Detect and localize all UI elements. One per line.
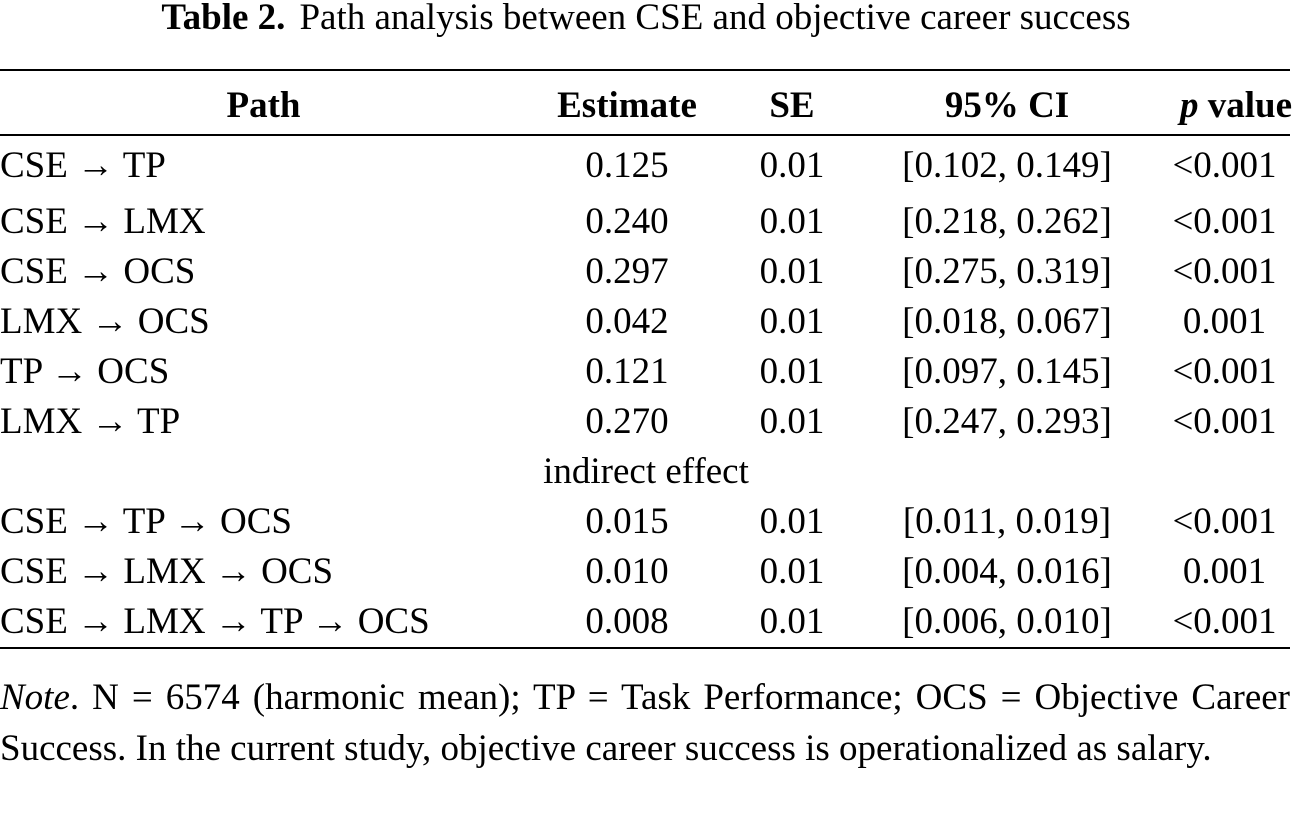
cell-estimate: 0.010 — [585, 551, 669, 592]
cell-path: TP → OCS — [0, 351, 170, 392]
cell-se: 0.01 — [759, 601, 825, 642]
table-caption-title: Path analysis between CSE and objective … — [299, 0, 1131, 38]
table-row: CSE → TP 0.125 0.01 [0.102, 0.149] <0.00… — [0, 135, 1292, 197]
header-p-symbol: p — [1179, 84, 1199, 126]
cell-se: 0.01 — [759, 401, 825, 442]
note-label: Note — [0, 677, 70, 718]
group-row-indirect-effect: indirect effect — [0, 447, 1292, 497]
cell-estimate: 0.121 — [585, 351, 669, 392]
table-caption-label: Table 2. — [161, 0, 286, 38]
path-analysis-table: Path Estimate SE 95% CI p value CSE → TP… — [0, 75, 1292, 647]
table-header-row: Path Estimate SE 95% CI p value — [0, 75, 1292, 135]
cell-ci: [0.004, 0.016] — [902, 551, 1112, 592]
table-caption: Table 2. Path analysis between CSE and ob… — [0, 0, 1292, 36]
cell-se: 0.01 — [759, 501, 825, 542]
cell-ci: [0.218, 0.262] — [902, 201, 1112, 242]
table-row: CSE → OCS 0.297 0.01 [0.275, 0.319] <0.0… — [0, 247, 1292, 297]
group-label: indirect effect — [543, 451, 749, 492]
cell-ci: [0.102, 0.149] — [902, 145, 1112, 186]
cell-p-value: <0.001 — [1172, 145, 1277, 186]
cell-path: LMX → TP — [0, 401, 181, 442]
cell-estimate: 0.240 — [585, 201, 669, 242]
cell-se: 0.01 — [759, 551, 825, 592]
cell-ci: [0.247, 0.293] — [902, 401, 1112, 442]
cell-p-value: <0.001 — [1172, 251, 1277, 292]
cell-estimate: 0.270 — [585, 401, 669, 442]
cell-ci: [0.097, 0.145] — [902, 351, 1112, 392]
cell-p-value: <0.001 — [1172, 501, 1277, 542]
table-row: CSE → LMX → TP → OCS 0.008 0.01 [0.006, … — [0, 597, 1292, 647]
cell-path: CSE → LMX — [0, 201, 206, 242]
cell-ci: [0.011, 0.019] — [902, 501, 1112, 542]
header-p-label: value — [1198, 84, 1292, 126]
cell-path: CSE → TP → OCS — [0, 501, 292, 542]
table-row: CSE → TP → OCS 0.015 0.01 [0.011, 0.019]… — [0, 497, 1292, 547]
table-note: Note. N = 6574 (harmonic mean); TP = Tas… — [0, 672, 1290, 774]
cell-p-value: <0.001 — [1172, 201, 1277, 242]
cell-se: 0.01 — [759, 251, 825, 292]
cell-se: 0.01 — [759, 201, 825, 242]
cell-path: CSE → LMX → OCS — [0, 551, 334, 592]
cell-estimate: 0.042 — [585, 301, 669, 342]
header-rule — [0, 134, 1290, 136]
cell-estimate: 0.015 — [585, 501, 669, 542]
table-row: LMX → OCS 0.042 0.01 [0.018, 0.067] 0.00… — [0, 297, 1292, 347]
cell-path: CSE → LMX → TP → OCS — [0, 601, 430, 642]
cell-se: 0.01 — [759, 145, 825, 186]
table-row: CSE → LMX → OCS 0.010 0.01 [0.004, 0.016… — [0, 547, 1292, 597]
cell-path: LMX → OCS — [0, 301, 210, 342]
header-p-value: p value — [1157, 75, 1292, 135]
cell-p-value: 0.001 — [1182, 551, 1267, 592]
table-row: CSE → LMX 0.240 0.01 [0.218, 0.262] <0.0… — [0, 197, 1292, 247]
cell-path: CSE → TP — [0, 145, 166, 186]
table-row: TP → OCS 0.121 0.01 [0.097, 0.145] <0.00… — [0, 347, 1292, 397]
cell-ci: [0.018, 0.067] — [902, 301, 1112, 342]
cell-estimate: 0.125 — [585, 145, 669, 186]
top-rule — [0, 69, 1290, 71]
cell-ci: [0.275, 0.319] — [902, 251, 1112, 292]
header-ci: 95% CI — [944, 84, 1070, 126]
bottom-rule — [0, 647, 1290, 649]
table-row: LMX → TP 0.270 0.01 [0.247, 0.293] <0.00… — [0, 397, 1292, 447]
cell-p-value: <0.001 — [1172, 401, 1277, 442]
cell-ci: [0.006, 0.010] — [902, 601, 1112, 642]
cell-estimate: 0.008 — [585, 601, 669, 642]
cell-p-value: <0.001 — [1172, 601, 1277, 642]
cell-estimate: 0.297 — [585, 251, 669, 292]
cell-se: 0.01 — [759, 301, 825, 342]
header-estimate: Estimate — [557, 84, 697, 126]
cell-p-value: <0.001 — [1172, 351, 1277, 392]
cell-p-value: 0.001 — [1182, 301, 1267, 342]
header-path: Path — [226, 84, 301, 126]
header-se: SE — [769, 84, 815, 126]
cell-se: 0.01 — [759, 351, 825, 392]
cell-path: CSE → OCS — [0, 251, 196, 292]
note-text: . N = 6574 (harmonic mean); TP = Task Pe… — [0, 677, 1290, 769]
